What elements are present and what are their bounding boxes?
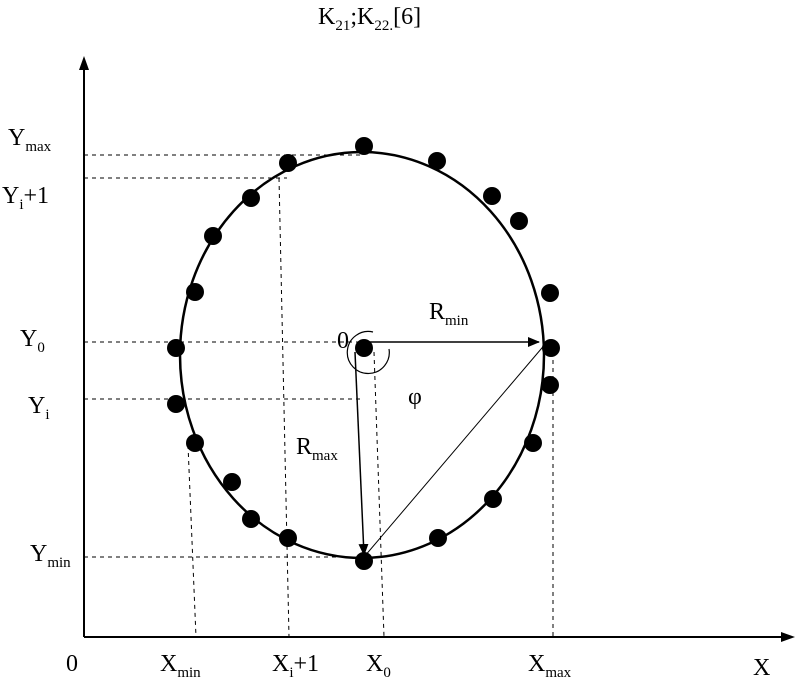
data-point bbox=[279, 154, 297, 172]
data-point bbox=[167, 339, 185, 357]
data-point bbox=[279, 529, 297, 547]
label-ymax: Ymax bbox=[8, 125, 52, 155]
label-rmax: Rmax bbox=[296, 434, 338, 464]
data-point bbox=[242, 189, 260, 207]
center-label: 0 bbox=[337, 328, 349, 354]
data-point bbox=[355, 552, 373, 570]
data-point bbox=[524, 434, 542, 452]
data-point bbox=[428, 152, 446, 170]
data-point bbox=[204, 227, 222, 245]
rays bbox=[346, 330, 548, 558]
y-axis-arrow bbox=[79, 56, 89, 70]
label-ymin: Ymin bbox=[30, 541, 71, 571]
origin-label: 0 bbox=[66, 651, 78, 677]
guide-xi1 bbox=[278, 177, 290, 638]
axes bbox=[79, 56, 795, 642]
label-xmin: Xmin bbox=[160, 651, 201, 680]
label-rmin: Rmin bbox=[429, 299, 469, 329]
guide-lines bbox=[84, 154, 554, 638]
data-point bbox=[242, 510, 260, 528]
x-axis-arrow bbox=[781, 632, 795, 642]
measured-points bbox=[167, 137, 560, 570]
guide-x0 bbox=[373, 351, 385, 638]
label-xmax: Xmax bbox=[528, 651, 572, 680]
data-point bbox=[541, 284, 559, 302]
diagonal-line bbox=[363, 341, 548, 558]
rmax-arrow bbox=[354, 351, 369, 556]
data-point bbox=[223, 473, 241, 491]
x-labels: 0 Xmin Xi+1 X0 Xmax X bbox=[66, 651, 770, 680]
label-x0: X0 bbox=[366, 651, 391, 680]
data-point bbox=[483, 187, 501, 205]
data-point bbox=[484, 490, 502, 508]
label-phi: φ bbox=[408, 384, 422, 410]
label-y0: Y0 bbox=[20, 326, 45, 356]
y-labels: Ymax Yi+1 Y0 Yi Ymin bbox=[2, 125, 71, 571]
label-yi-plus-1: Yi+1 bbox=[2, 183, 49, 213]
data-point bbox=[541, 376, 559, 394]
inner-labels: 0 Rmin Rmax φ bbox=[296, 299, 469, 464]
data-point bbox=[510, 212, 528, 230]
data-point bbox=[542, 339, 560, 357]
data-point bbox=[355, 137, 373, 155]
center-point bbox=[355, 339, 373, 357]
guide-xmin bbox=[187, 444, 197, 638]
diagram-title: K21;K22.[6] bbox=[318, 4, 421, 34]
label-yi: Yi bbox=[28, 393, 50, 423]
label-xi-plus-1: Xi+1 bbox=[272, 651, 319, 680]
data-point bbox=[186, 434, 204, 452]
data-point bbox=[429, 529, 447, 547]
angle-phi-arc bbox=[346, 330, 390, 375]
data-point bbox=[167, 395, 185, 413]
x-axis-label: X bbox=[753, 655, 770, 680]
data-point bbox=[186, 283, 204, 301]
